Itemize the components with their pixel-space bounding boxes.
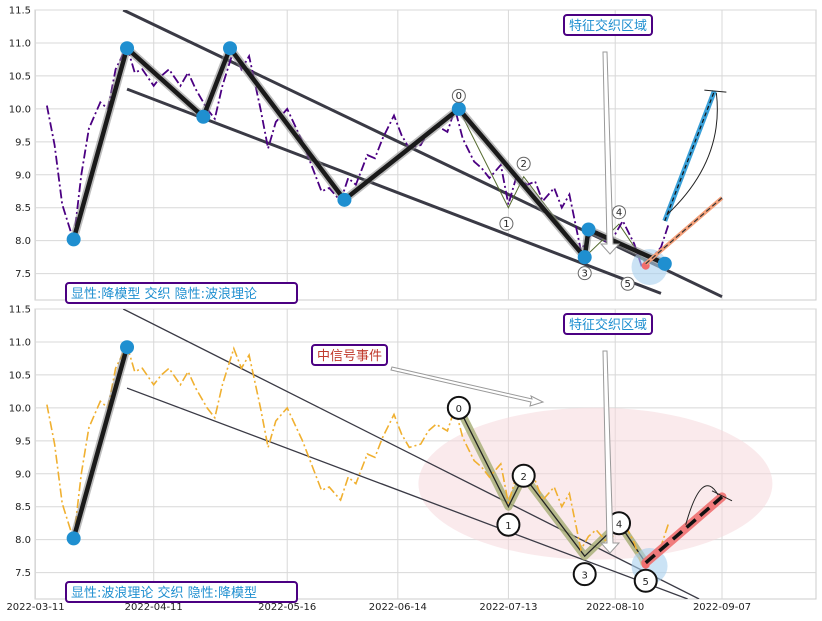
wave-label-0-marker xyxy=(451,88,466,103)
projection-arc xyxy=(666,93,718,216)
wave-label-4-marker xyxy=(612,205,627,220)
zigzag-node xyxy=(196,109,211,124)
wave-label-2: 2 xyxy=(520,159,526,170)
signal-annotation-box xyxy=(311,344,388,366)
projection-blue-core xyxy=(664,90,715,222)
x-tick-label: 2022-06-14 xyxy=(369,602,427,613)
wave-label-5-marker xyxy=(620,276,635,291)
y-tick-label: 8.0 xyxy=(15,535,31,546)
y-tick-label: 7.5 xyxy=(15,269,31,280)
wave-label-4: 4 xyxy=(616,207,622,218)
wave-label-0-marker xyxy=(446,395,471,420)
y-tick-label: 9.5 xyxy=(15,436,31,447)
y-tick-label: 10.5 xyxy=(9,71,31,82)
zigzag-line xyxy=(71,346,130,540)
bottom-legend: 显性:波浪理论 交织 隐性:降模型 xyxy=(71,585,257,601)
trend-line xyxy=(126,387,688,599)
x-tick-label: 2022-05-16 xyxy=(258,602,316,613)
projection-salmon-core xyxy=(645,197,723,265)
x-tick-label: 2022-03-11 xyxy=(6,602,64,613)
top-grid xyxy=(35,9,816,300)
top-panel: 7.5 8.0 8.5 9.0 9.5 10.0 10.5 11.0 11.5 0 1 2 3 4 5 特征交… xyxy=(9,6,817,304)
y-tick-label: 9.0 xyxy=(15,170,31,181)
top-legend: 显性:降模型 交织 隐性:波浪理论 xyxy=(71,286,257,302)
projection-arc xyxy=(685,485,719,525)
y-tick-label: 10.0 xyxy=(9,104,31,115)
x-tick-label: 2022-09-07 xyxy=(693,602,751,613)
y-tick-label: 8.5 xyxy=(15,502,31,513)
wave-label-1-marker xyxy=(499,216,514,231)
bottom-legend-box xyxy=(65,581,298,603)
x-tick-label: 2022-08-10 xyxy=(586,602,644,613)
zigzag-node xyxy=(223,41,238,56)
x-tick-label: 2022-04-11 xyxy=(125,602,183,613)
y-tick-label: 8.5 xyxy=(15,203,31,214)
zigzag-node xyxy=(66,232,81,247)
arrow-down-icon xyxy=(599,350,621,554)
wave-label-3: 3 xyxy=(582,570,588,581)
zigzag-node xyxy=(581,222,596,237)
wave-label-0: 0 xyxy=(456,91,462,102)
wave-label-5: 5 xyxy=(625,279,631,290)
y-tick-label: 10.5 xyxy=(9,370,31,381)
signal-annotation: 中信号事件 xyxy=(317,349,382,364)
wave-label-3-marker xyxy=(572,562,597,587)
y-tick-label: 7.5 xyxy=(15,568,31,579)
zigzag-node xyxy=(66,531,81,546)
bottom-feature-annotation-box xyxy=(563,313,653,335)
y-tick-label: 9.5 xyxy=(15,137,31,148)
top-feature-annotation: 特征交织区域 xyxy=(569,18,647,34)
y-tick-label: 10.0 xyxy=(9,403,31,414)
wave-label-0: 0 xyxy=(456,404,462,415)
wave-label-5: 5 xyxy=(643,577,649,588)
y-tick-label: 11.5 xyxy=(9,6,31,17)
zigzag-node xyxy=(337,192,352,207)
zigzag-node xyxy=(451,101,466,116)
projection-red xyxy=(641,492,727,568)
projection-cap xyxy=(711,490,733,502)
trend-line xyxy=(126,87,662,295)
wave-label-1: 1 xyxy=(503,219,509,230)
x-tick-label: 2022-07-13 xyxy=(479,602,537,613)
top-series xyxy=(46,10,727,299)
top-legend-box xyxy=(65,282,298,304)
x-axis: 2022-03-11 2022-04-11 2022-05-16 2022-06-14… xyxy=(6,602,751,613)
wave-label-3-marker xyxy=(577,266,592,281)
zigzag-node xyxy=(120,340,135,355)
bottom-feature-annotation: 特征交织区域 xyxy=(569,317,647,333)
trend-line xyxy=(122,309,700,599)
wave-label-1: 1 xyxy=(505,521,511,532)
zigzag-node xyxy=(657,256,672,271)
arrow-right-icon xyxy=(390,366,545,407)
y-tick-label: 11.5 xyxy=(9,305,31,316)
y-tick-label: 11.0 xyxy=(9,38,31,49)
y-tick-label: 8.0 xyxy=(15,236,31,247)
price-line xyxy=(46,343,670,568)
arrow-down-icon xyxy=(599,51,621,255)
wave-label-3: 3 xyxy=(582,268,588,279)
wave-label-2-marker xyxy=(516,156,531,171)
bottom-panel: 7.5 8.0 8.5 9.0 9.5 10.0 10.5 11.0 11.5 0 1 2 3 4 5 特征交… xyxy=(9,305,817,603)
wave-label-2: 2 xyxy=(520,472,526,483)
y-tick-label: 11.0 xyxy=(9,337,31,348)
y-tick-label: 9.0 xyxy=(15,469,31,480)
zigzag-node xyxy=(577,250,592,265)
wave-label-5-marker xyxy=(633,568,658,593)
zigzag-node xyxy=(120,41,135,56)
wave-label-4: 4 xyxy=(616,520,622,531)
top-feature-annotation-box xyxy=(563,14,653,36)
projection-cap xyxy=(704,89,727,93)
wave-label-1-marker xyxy=(496,512,521,537)
wave-label-2-marker xyxy=(511,463,536,488)
price-line xyxy=(46,43,670,269)
